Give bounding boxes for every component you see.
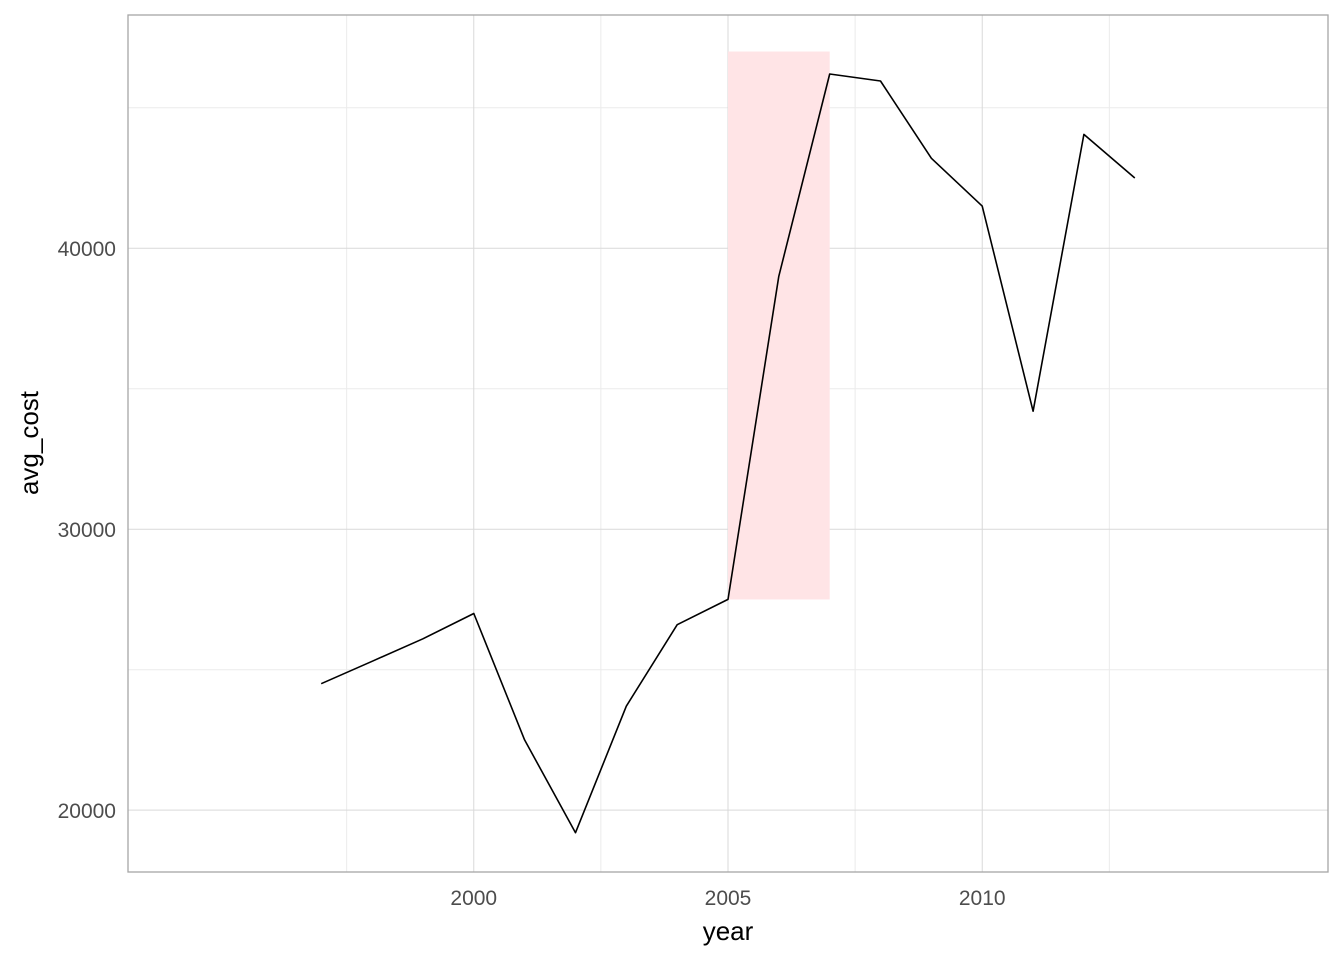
x-tick-label: 2005 xyxy=(705,887,752,910)
y-tick-label: 20000 xyxy=(58,800,116,823)
panel-border xyxy=(127,14,1329,873)
title-layer: year avg_cost xyxy=(14,390,754,946)
y-tick-label: 40000 xyxy=(58,238,116,261)
x-tick-label: 2010 xyxy=(959,887,1006,910)
y-axis-title: avg_cost xyxy=(14,390,44,495)
tick-layer: 2000 2005 2010 20000 30000 40000 xyxy=(58,238,1006,910)
series-line xyxy=(320,73,1136,834)
y-tick-label: 30000 xyxy=(58,519,116,542)
x-axis-title: year xyxy=(703,916,754,946)
border-layer xyxy=(127,14,1329,873)
series-layer xyxy=(320,73,1136,834)
x-tick-label: 2000 xyxy=(450,887,497,910)
